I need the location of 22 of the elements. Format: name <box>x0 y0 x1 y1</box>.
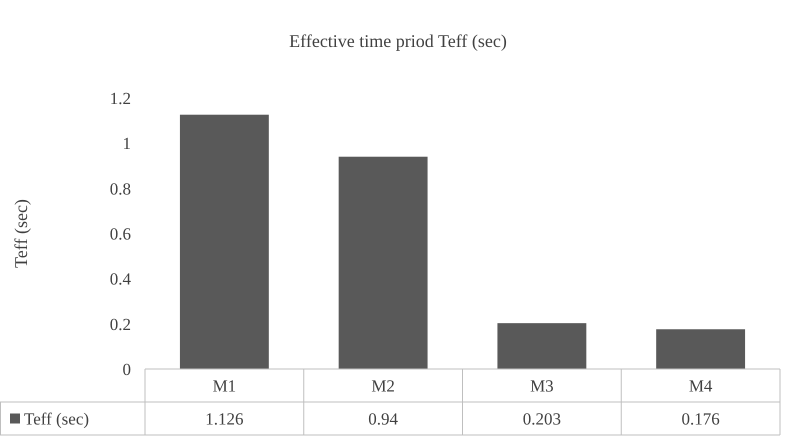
data-label: 0.176 <box>682 409 720 428</box>
x-tick-label: M2 <box>371 376 395 396</box>
legend-label: Teff (sec) <box>24 409 90 428</box>
bar <box>497 323 586 369</box>
y-tick-label: 0.2 <box>110 314 131 334</box>
data-label: 0.203 <box>522 409 561 428</box>
y-tick-label: 1 <box>122 134 131 154</box>
y-axis-title: Teff (sec) <box>11 199 31 268</box>
y-tick-label: 1.2 <box>110 88 131 108</box>
y-tick-label: 0.4 <box>110 270 132 289</box>
x-tick-label: M3 <box>530 376 554 396</box>
bar <box>180 114 269 369</box>
y-tick-label: 0.8 <box>110 179 131 198</box>
x-tick-label: M1 <box>212 376 236 396</box>
data-label: 1.126 <box>205 409 244 428</box>
data-label: 0.94 <box>368 409 398 428</box>
x-tick-label: M4 <box>688 376 713 396</box>
bar <box>338 156 428 369</box>
y-tick-label: 0 <box>122 360 131 379</box>
chart-title: Effective time priod Teff (sec) <box>289 31 507 51</box>
y-tick-label: 0.6 <box>110 224 131 244</box>
bar <box>656 329 746 369</box>
